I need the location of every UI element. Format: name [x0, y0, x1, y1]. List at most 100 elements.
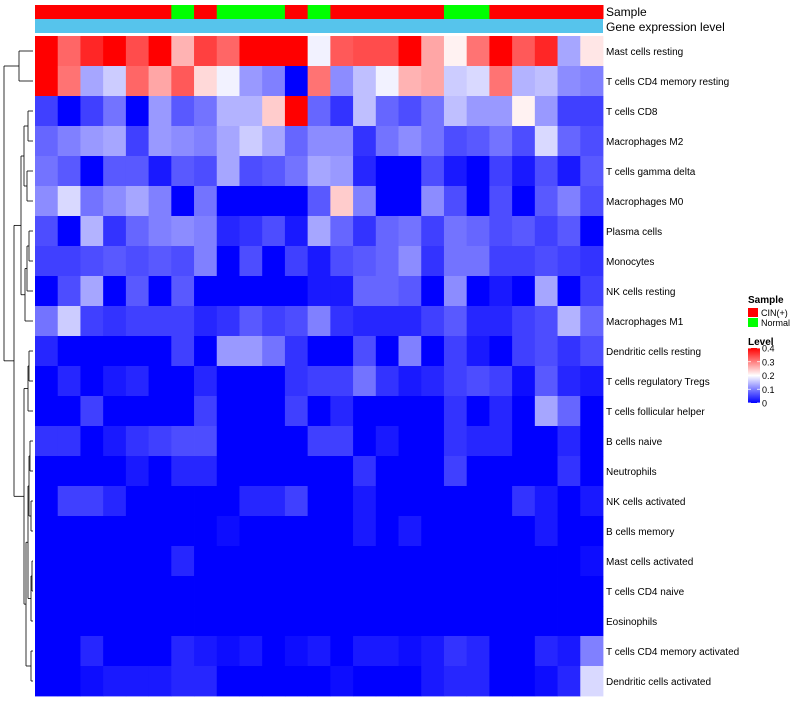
heatmap-cell — [398, 606, 422, 637]
heatmap-cell — [534, 486, 558, 517]
heatmap-cell — [398, 486, 422, 517]
heatmap-cell — [35, 96, 59, 127]
heatmap-cell — [466, 396, 490, 427]
heatmap-cell — [580, 546, 604, 577]
heatmap-cell — [375, 516, 399, 547]
heatmap-cell — [443, 456, 468, 487]
heatmap-cell — [557, 516, 581, 547]
heatmap-cell — [216, 186, 240, 217]
heatmap-cell — [466, 96, 490, 127]
heatmap-cell — [421, 156, 445, 187]
heatmap-cell — [103, 66, 127, 97]
heatmap-cell — [512, 366, 536, 397]
heatmap-cell — [57, 636, 81, 667]
row-label: Dendritic cells resting — [606, 347, 701, 358]
heatmap-cell — [57, 606, 81, 637]
heatmap-cell — [489, 636, 513, 667]
heatmap-cell — [148, 576, 172, 607]
heatmap-cell — [512, 216, 536, 247]
heatmap-cell — [216, 486, 240, 517]
heatmap-cell — [557, 66, 581, 97]
heatmap-cell — [148, 96, 172, 127]
heatmap-cell — [375, 36, 399, 67]
heatmap-cell — [512, 276, 536, 307]
heatmap-cell — [398, 216, 422, 247]
row-dendrogram — [3, 50, 33, 682]
heatmap-cell — [216, 366, 240, 397]
heatmap-cell — [580, 306, 604, 337]
heatmap-cell — [330, 246, 354, 277]
heatmap-cell — [35, 216, 59, 247]
heatmap-cell — [421, 516, 445, 547]
row-label: T cells CD4 memory activated — [606, 647, 739, 658]
heatmap-cell — [171, 216, 195, 247]
heatmap-cell — [194, 426, 218, 457]
heatmap-cell — [330, 426, 354, 457]
heatmap-cell — [125, 396, 149, 427]
heatmap-cell — [262, 336, 286, 367]
heatmap-cell — [466, 216, 490, 247]
heatmap-cell — [103, 216, 127, 247]
heatmap-cell — [375, 426, 399, 457]
heatmap-cell — [57, 486, 81, 517]
sample-annotation-cell — [421, 5, 445, 19]
heatmap-cell — [171, 246, 195, 277]
heatmap-cell — [35, 66, 59, 97]
heatmap-cell — [35, 396, 59, 427]
heatmap-cell — [330, 576, 354, 607]
heatmap-cell — [512, 516, 536, 547]
heatmap-cell — [239, 126, 263, 157]
heatmap-cell — [398, 66, 422, 97]
heatmap-cell — [262, 456, 286, 487]
row-label: Plasma cells — [606, 227, 662, 238]
heatmap-cell — [239, 606, 263, 637]
heatmap-cell — [262, 546, 286, 577]
heatmap-cell — [216, 126, 240, 157]
heatmap-cell — [262, 156, 286, 187]
heatmap-cell — [489, 606, 513, 637]
heatmap-cell — [330, 36, 354, 67]
heatmap-cell — [421, 246, 445, 277]
sample-annotation-cell — [466, 5, 490, 19]
sample-annotation-cell — [284, 5, 309, 19]
heatmap-cell — [489, 186, 513, 217]
heatmap-cell — [557, 186, 581, 217]
heatmap-cell — [557, 366, 581, 397]
legend-tick-label: 0.3 — [762, 357, 775, 367]
heatmap-cell — [262, 486, 286, 517]
heatmap-cell — [580, 576, 604, 607]
heatmap-cell — [512, 36, 536, 67]
heatmap-cell — [330, 546, 354, 577]
heatmap-cell — [216, 96, 240, 127]
heatmap-cell — [194, 276, 218, 307]
heatmap-cell — [148, 426, 172, 457]
heatmap-cell — [353, 336, 377, 367]
heatmap-cell — [103, 456, 127, 487]
heatmap-cell — [194, 576, 218, 607]
heatmap-cell — [239, 186, 263, 217]
sample-annotation-cell — [534, 5, 559, 19]
heatmap-cell — [512, 336, 536, 367]
heatmap-cell — [103, 546, 127, 577]
heatmap-cell — [307, 66, 331, 97]
heatmap-cell — [353, 96, 377, 127]
heatmap-cell — [534, 66, 558, 97]
row-label: Mast cells resting — [606, 47, 683, 58]
heatmap-cell — [580, 96, 604, 127]
heatmap-cell — [443, 96, 468, 127]
heatmap-cell — [375, 306, 399, 337]
expression-track-label: Gene expression level — [606, 20, 725, 34]
heatmap-cell — [421, 216, 445, 247]
heatmap-cell — [580, 606, 604, 637]
heatmap-cell — [512, 66, 536, 97]
row-label: T cells CD8 — [606, 107, 658, 118]
heatmap-cell — [580, 66, 604, 97]
heatmap-cell — [421, 186, 445, 217]
legend-tick-label: 0.1 — [762, 385, 775, 395]
heatmap-cell — [262, 516, 286, 547]
heatmap-cell — [57, 666, 81, 697]
heatmap-cell — [80, 606, 104, 637]
heatmap-cell — [80, 36, 104, 67]
heatmap-cell — [103, 306, 127, 337]
heatmap-cell — [353, 216, 377, 247]
